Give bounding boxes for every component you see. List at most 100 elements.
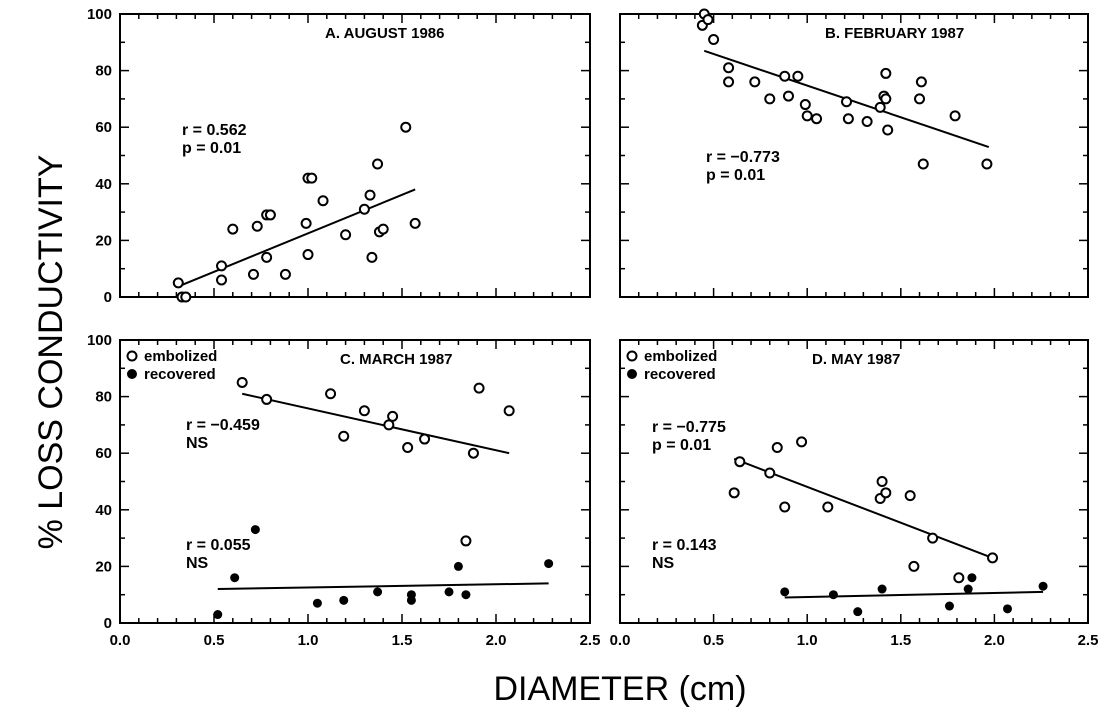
regression-line [241,392,510,455]
plot-frame [619,13,1089,298]
data-point [880,67,892,79]
data-point [302,249,314,261]
legend-label-recovered: recovered [144,366,216,383]
y-tick-label: 0 [104,615,112,632]
data-point [723,62,735,74]
data-point [949,110,961,122]
data-point [377,223,389,235]
y-tick-label: 40 [95,176,112,193]
data-point [764,467,776,479]
data-point [358,203,370,215]
data-point [801,110,813,122]
data-point [372,158,384,170]
y-tick-label: 40 [95,502,112,519]
data-point [877,584,887,594]
data-point [953,572,965,584]
x-tick-label: 1.0 [797,632,818,649]
p-value-label: NS [186,435,209,452]
y-tick-label: 0 [104,289,112,306]
data-point [799,99,811,111]
data-point [251,220,263,232]
panel-d: 0.0 0.5 1.0 1.5 2.0 2.5 D. MAY 1987 embolizedre… [610,339,1099,649]
data-point [227,223,239,235]
data-point [364,189,376,201]
data-point [230,573,240,583]
r-value-label: r = 0.055 [186,537,251,554]
data-point [409,217,421,229]
data-point [1003,604,1013,614]
r-value-label: r = 0.143 [652,537,717,554]
x-tick-label: 1.0 [298,632,319,649]
data-point [236,376,248,388]
data-point [306,172,318,184]
regression-line [179,188,416,287]
data-point [180,291,192,303]
data-point [358,405,370,417]
data-point [261,251,273,263]
data-point [749,76,761,88]
data-point [764,93,776,105]
data-point [728,487,740,499]
data-point [467,447,479,459]
data-point [780,587,790,597]
data-point [473,382,485,394]
y-tick-label: 20 [95,558,112,575]
p-value-label: NS [186,555,209,572]
y-tick-label: 20 [95,232,112,249]
p-value-label: p = 0.01 [182,140,241,157]
data-point [782,90,794,102]
data-point [373,587,383,597]
data-point [419,433,431,445]
data-point [250,525,260,535]
data-point [796,436,808,448]
data-point [876,476,888,487]
data-point [917,158,929,170]
data-point [213,610,223,620]
panel-title: A. AUGUST 1986 [325,25,444,42]
regression-line [784,590,1044,599]
x-tick-label: 2.5 [1078,632,1099,649]
x-tick-label: 2.0 [984,632,1005,649]
data-point [503,405,515,417]
data-point [444,587,454,597]
data-point [779,70,791,82]
data-point [340,229,352,241]
x-tick-label: 1.5 [890,632,911,649]
regression-line [733,457,993,559]
y-tick-label: 60 [95,445,112,462]
x-tick-label: 2.0 [486,632,507,649]
panel-title: C. MARCH 1987 [340,351,453,368]
data-point [172,277,184,289]
data-point [904,490,916,502]
r-value-label: r = −0.775 [652,419,726,436]
p-value-label: p = 0.01 [706,167,765,184]
data-point [963,584,973,594]
data-point [216,274,228,286]
legend-open-marker [126,350,138,362]
data-point [400,121,412,133]
data-point [822,501,834,513]
data-point [841,96,853,108]
legend-label-embolized: embolized [144,348,217,365]
y-axis-title: % LOSS CONDUCTIVITY [32,155,70,550]
data-point [828,590,838,600]
data-point [261,393,273,405]
data-point [914,93,926,105]
data-point [702,14,714,26]
data-point [406,595,416,605]
data-point [987,552,999,564]
data-point [460,535,472,547]
data-point [734,456,746,468]
data-point [216,260,228,272]
legend-filled-marker [627,369,637,379]
data-point [264,209,276,221]
data-point [325,388,337,400]
data-point [339,595,349,605]
data-point [771,442,783,454]
